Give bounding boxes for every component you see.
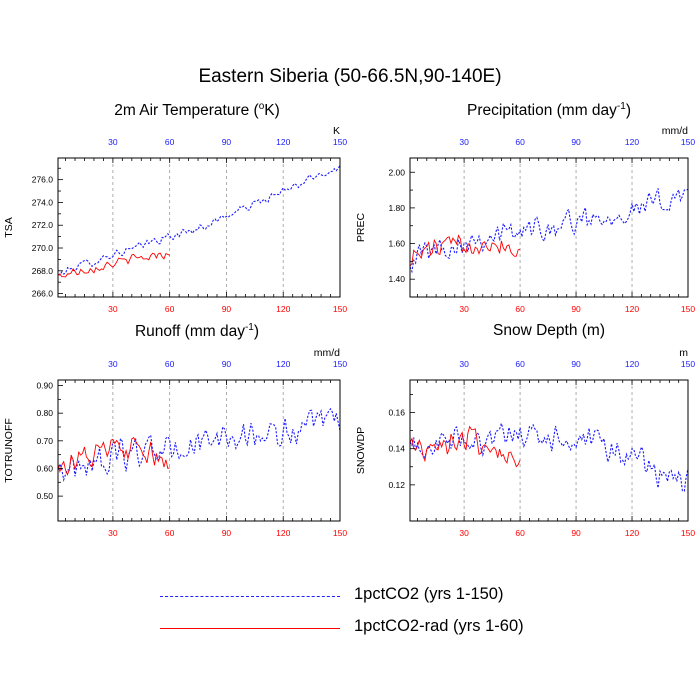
x-tick-label-bottom: 90	[571, 528, 581, 538]
y-tick-label: 0.12	[388, 480, 405, 490]
x-tick-label-bottom: 60	[515, 304, 525, 314]
x-tick-label-bottom: 120	[276, 304, 290, 314]
x-tick-label-top: 90	[571, 359, 581, 369]
panel-prec: 30 30 60 60 90 90 120 120 150 150 1.40 1.60 1.80 2.00…	[355, 125, 695, 314]
y-tick-label: 274.0	[32, 197, 54, 207]
panel-snow: 30 30 60 60 90 90 120 120 150 150 0.12 0.14 0.16 SNOW…	[355, 347, 695, 538]
series-line-1pctco2	[57, 407, 341, 483]
panel-tsa: 30 30 60 60 90 90 120 120 150 150 266.0 268.0 270.0 2…	[3, 125, 347, 314]
x-tick-label-top: 150	[681, 359, 695, 369]
plot-frame	[409, 157, 689, 298]
x-tick-label-top: 120	[625, 137, 639, 147]
legend-swatch-solid	[160, 628, 340, 629]
x-tick-label-bottom: 120	[276, 528, 290, 538]
legend-swatch-dashed	[160, 596, 340, 597]
y-tick-label: 0.14	[388, 444, 405, 454]
x-tick-label-bottom: 60	[165, 304, 175, 314]
x-tick-label-bottom: 90	[571, 304, 581, 314]
x-tick-label-bottom: 150	[681, 304, 695, 314]
x-tick-label-bottom: 60	[165, 528, 175, 538]
y-tick-label: 272.0	[32, 220, 54, 230]
x-tick-label-top: 120	[276, 137, 290, 147]
x-tick-label-bottom: 90	[222, 304, 232, 314]
panel-title-snow: Snow Depth (m)	[493, 322, 605, 339]
x-tick-label-top: 30	[108, 359, 118, 369]
x-tick-label-top: 150	[681, 137, 695, 147]
x-tick-label-bottom: 30	[108, 528, 118, 538]
x-tick-label-bottom: 60	[515, 528, 525, 538]
series-line-1pctco2-rad	[57, 252, 170, 278]
x-tick-label-top: 60	[515, 137, 525, 147]
y-tick-label: 266.0	[32, 289, 54, 299]
figure-title: Eastern Siberia (50-66.5N,90-140E)	[198, 66, 502, 87]
unit-label: mm/d	[662, 125, 688, 137]
y-axis-label: SNOWDP	[355, 427, 367, 474]
y-tick-label: 270.0	[32, 243, 54, 253]
x-tick-label-top: 120	[625, 359, 639, 369]
unit-label: mm/d	[314, 347, 340, 359]
plot-frame	[409, 379, 689, 522]
series-line-1pctco2-rad	[409, 234, 521, 267]
series-line-1pctco2	[57, 165, 341, 276]
x-tick-label-bottom: 120	[625, 528, 639, 538]
x-tick-label-top: 120	[276, 359, 290, 369]
x-tick-label-top: 60	[515, 359, 525, 369]
unit-label: K	[333, 125, 340, 137]
x-tick-label-top: 90	[222, 359, 232, 369]
panel-title-tsa: 2m Air Temperature (oK)	[114, 101, 280, 120]
x-tick-label-top: 90	[222, 137, 232, 147]
legend-label-series1: 1pctCO2 (yrs 1-150)	[354, 585, 504, 603]
y-tick-label: 0.80	[36, 408, 53, 418]
x-tick-label-top: 60	[165, 359, 175, 369]
y-axis-label: TOTRUNOFF	[3, 418, 15, 483]
y-axis-label: PREC	[355, 213, 367, 243]
x-tick-label-bottom: 150	[333, 528, 347, 538]
plot-frame	[57, 379, 341, 522]
panel-title-prec: Precipitation (mm day-1)	[467, 101, 631, 120]
y-axis-label: TSA	[3, 217, 15, 237]
x-tick-label-bottom: 90	[222, 528, 232, 538]
panel-runoff: 30 30 60 60 90 90 120 120 150 150 0.50 0.60 0.70 0.80…	[3, 347, 347, 538]
y-tick-label: 0.16	[388, 408, 405, 418]
series-line-1pctco2	[409, 188, 689, 274]
y-tick-label: 2.00	[388, 167, 405, 177]
y-tick-label: 1.60	[388, 239, 405, 249]
unit-label: m	[679, 347, 688, 359]
y-tick-label: 0.70	[36, 436, 53, 446]
y-tick-label: 268.0	[32, 266, 54, 276]
x-tick-label-bottom: 30	[108, 304, 118, 314]
x-tick-label-top: 30	[459, 359, 469, 369]
y-tick-label: 1.40	[388, 274, 405, 284]
x-tick-label-bottom: 150	[333, 304, 347, 314]
y-tick-label: 276.0	[32, 175, 54, 185]
x-tick-label-top: 150	[333, 359, 347, 369]
x-tick-label-top: 30	[108, 137, 118, 147]
x-tick-label-bottom: 30	[459, 304, 469, 314]
x-tick-label-bottom: 30	[459, 528, 469, 538]
y-tick-label: 1.80	[388, 203, 405, 213]
y-tick-label: 0.60	[36, 463, 53, 473]
x-tick-label-top: 90	[571, 137, 581, 147]
panel-title-runoff: Runoff (mm day-1)	[134, 322, 260, 341]
legend-label-series2: 1pctCO2-rad (yrs 1-60)	[354, 617, 524, 635]
plot-frame	[57, 157, 341, 298]
y-tick-label: 0.50	[36, 491, 53, 501]
x-tick-label-top: 60	[165, 137, 175, 147]
series-line-1pctco2-rad	[57, 436, 170, 476]
y-tick-label: 0.90	[36, 381, 53, 391]
x-tick-label-bottom: 120	[625, 304, 639, 314]
x-tick-label-top: 150	[333, 137, 347, 147]
x-tick-label-bottom: 150	[681, 528, 695, 538]
x-tick-label-top: 30	[459, 137, 469, 147]
series-line-1pctco2-rad	[409, 425, 521, 468]
series-line-1pctco2	[409, 421, 689, 492]
